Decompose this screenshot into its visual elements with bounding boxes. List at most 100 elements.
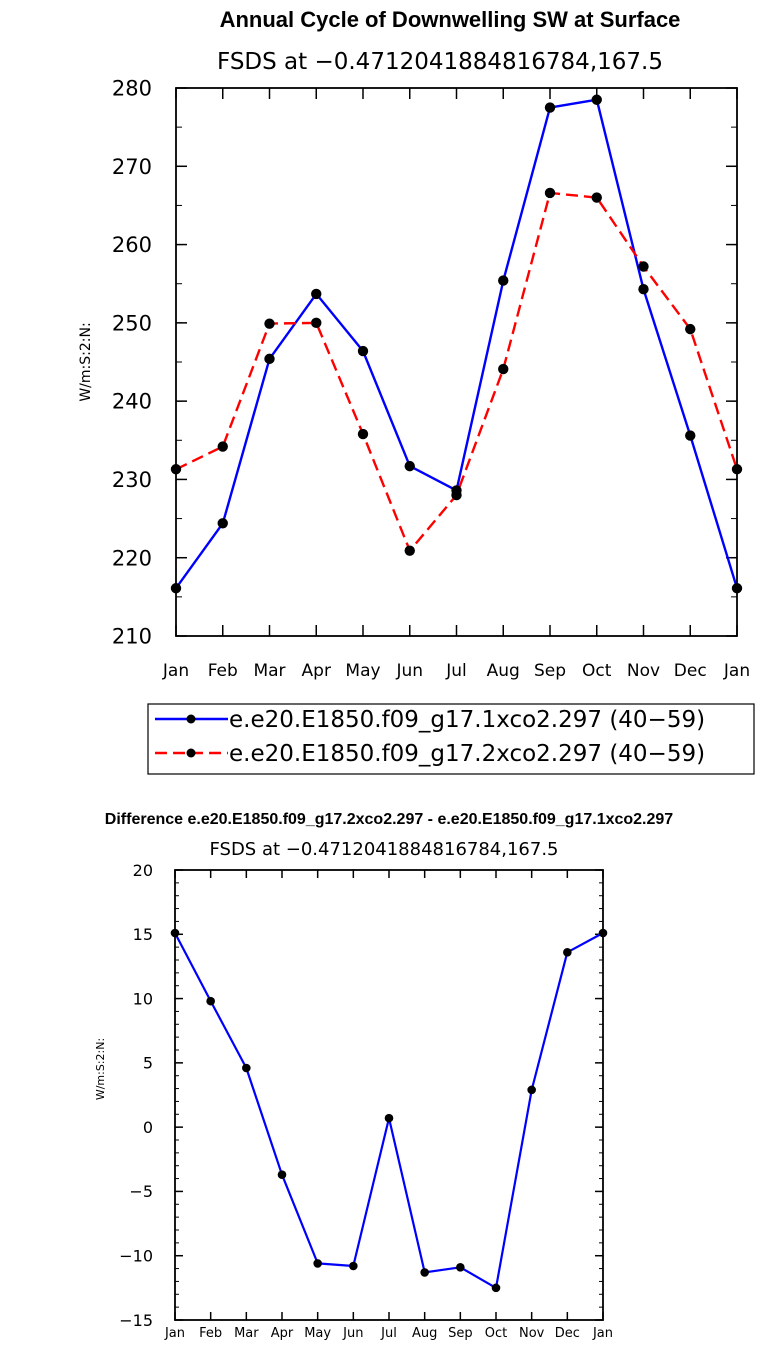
series-1-point [206, 996, 215, 1006]
y-tick-label: 230 [112, 468, 152, 492]
series-2-point [404, 545, 415, 556]
x-tick-label: Jun [342, 1326, 363, 1341]
series-line-1 [175, 98, 739, 589]
y-tick-label: 240 [112, 390, 152, 414]
x-tick-label: Jun [395, 661, 423, 681]
x-tick-label: May [345, 661, 380, 681]
y-axis-label: W/m:S:2:N: [78, 322, 94, 401]
series-layer [170, 928, 608, 1293]
x-tick-label: May [304, 1326, 331, 1341]
series-1-point [277, 1170, 287, 1180]
x-tick-label: Jan [723, 661, 750, 681]
series-2-point [264, 318, 275, 329]
y-tick-label: −5 [129, 1182, 153, 1201]
y-tick-label: −10 [119, 1246, 153, 1265]
x-tick-label: Apr [271, 1326, 294, 1341]
x-tick-label: Dec [555, 1326, 580, 1341]
difference-chart: Difference e.e20.E1850.f09_g17.2xco2.297… [94, 811, 673, 1341]
series-1-point [313, 1259, 322, 1268]
x-tick-label: Feb [208, 661, 238, 681]
x-tick-label: Jul [445, 661, 467, 681]
chart-subtitle: FSDS at −0.4712041884816784,167.5 [217, 49, 663, 75]
x-tick-label: Jan [162, 661, 189, 681]
legend-label-series-1: e.e20.E1850.f09_g17.1xco2.297 (40−59) [229, 707, 705, 733]
x-tick-label: Aug [412, 1326, 437, 1341]
series-1-point [731, 583, 743, 594]
series-2-point [217, 441, 228, 452]
x-tick-label: Mar [234, 1326, 259, 1341]
series-1-point [357, 345, 369, 357]
series-line-1 [174, 932, 604, 1290]
x-tick-label: Mar [253, 661, 285, 681]
series-1-point [598, 928, 608, 938]
x-tick-label: Oct [582, 661, 612, 681]
legend: e.e20.E1850.f09_g17.1xco2.297 (40−59) e.… [147, 703, 755, 775]
series-1-point [404, 460, 415, 472]
x-tick-label: Nov [519, 1326, 545, 1341]
series-2-point [498, 363, 509, 375]
series-2-point [638, 261, 649, 272]
series-1-point [456, 1262, 465, 1272]
series-2-point [591, 192, 602, 203]
legend-label-series-2: e.e20.E1850.f09_g17.2xco2.297 (40−59) [229, 741, 705, 767]
x-tick-label: Nov [627, 661, 660, 681]
series-1-point [264, 353, 275, 365]
series-1-point [544, 102, 556, 113]
series-2-point [170, 464, 182, 475]
series-1-point [638, 283, 649, 295]
chart-subtitle: FSDS at −0.4712041884816784,167.5 [209, 839, 558, 860]
series-layer [170, 94, 743, 594]
x-tick-label: Oct [485, 1326, 507, 1341]
plot-frame [175, 87, 738, 637]
chart-title: Annual Cycle of Downwelling SW at Surfac… [220, 7, 681, 32]
y-tick-label: 280 [112, 77, 152, 101]
y-tick-label: 250 [112, 311, 152, 335]
series-2-point [544, 187, 556, 199]
x-tick-label: Feb [199, 1326, 222, 1341]
y-tick-label: 5 [143, 1054, 153, 1073]
series-1-point [349, 1261, 358, 1271]
chart-title: Difference e.e20.E1850.f09_g17.2xco2.297… [105, 811, 674, 828]
x-tick-label: Apr [302, 661, 331, 681]
x-tick-label: Jan [592, 1326, 613, 1341]
x-tick-label: Sep [448, 1326, 473, 1341]
y-tick-label: −15 [119, 1311, 153, 1330]
y-tick-label: 20 [133, 861, 153, 880]
axes: 210 220 230 240 250 260 270 280 Jan Feb Mar Apr May J… [112, 77, 750, 681]
legend-marker-series-1 [186, 714, 196, 724]
series-2-point [311, 317, 322, 329]
series-2-point [357, 428, 369, 440]
x-tick-label: Sep [534, 661, 566, 681]
y-tick-label: 260 [112, 233, 152, 257]
series-1-point [685, 430, 696, 441]
axes: −15 −10 −5 0 5 10 15 20 Jan Feb Mar Apr May Jun Jul Aug… [119, 861, 613, 1341]
x-tick-label: Jan [164, 1326, 185, 1341]
series-1-point [498, 275, 509, 286]
x-tick-label: Aug [487, 661, 520, 681]
series-1-point [170, 928, 180, 938]
legend-marker-series-2 [186, 748, 196, 758]
annual-cycle-chart: Annual Cycle of Downwelling SW at Surfac… [78, 7, 755, 775]
series-1-point [491, 1283, 501, 1293]
plot-frame [174, 869, 604, 1321]
series-2-point [451, 489, 462, 501]
y-tick-label: 0 [143, 1118, 153, 1137]
y-tick-label: 270 [112, 155, 152, 179]
x-tick-label: Jul [380, 1326, 397, 1341]
series-1-point [527, 1085, 536, 1095]
series-1-point [170, 583, 182, 594]
legend-box [147, 703, 755, 775]
series-1-point [591, 94, 602, 105]
series-2-point [685, 323, 696, 335]
y-axis-label: W/m:S:2:N: [94, 1038, 107, 1100]
x-tick-label: Dec [674, 661, 707, 681]
series-1-point [242, 1063, 251, 1073]
y-tick-label: 10 [133, 989, 153, 1008]
series-1-point [563, 947, 572, 957]
series-1-point [420, 1268, 429, 1277]
series-1-point [217, 518, 228, 529]
y-tick-label: 220 [112, 546, 152, 570]
series-2-point [731, 464, 743, 475]
